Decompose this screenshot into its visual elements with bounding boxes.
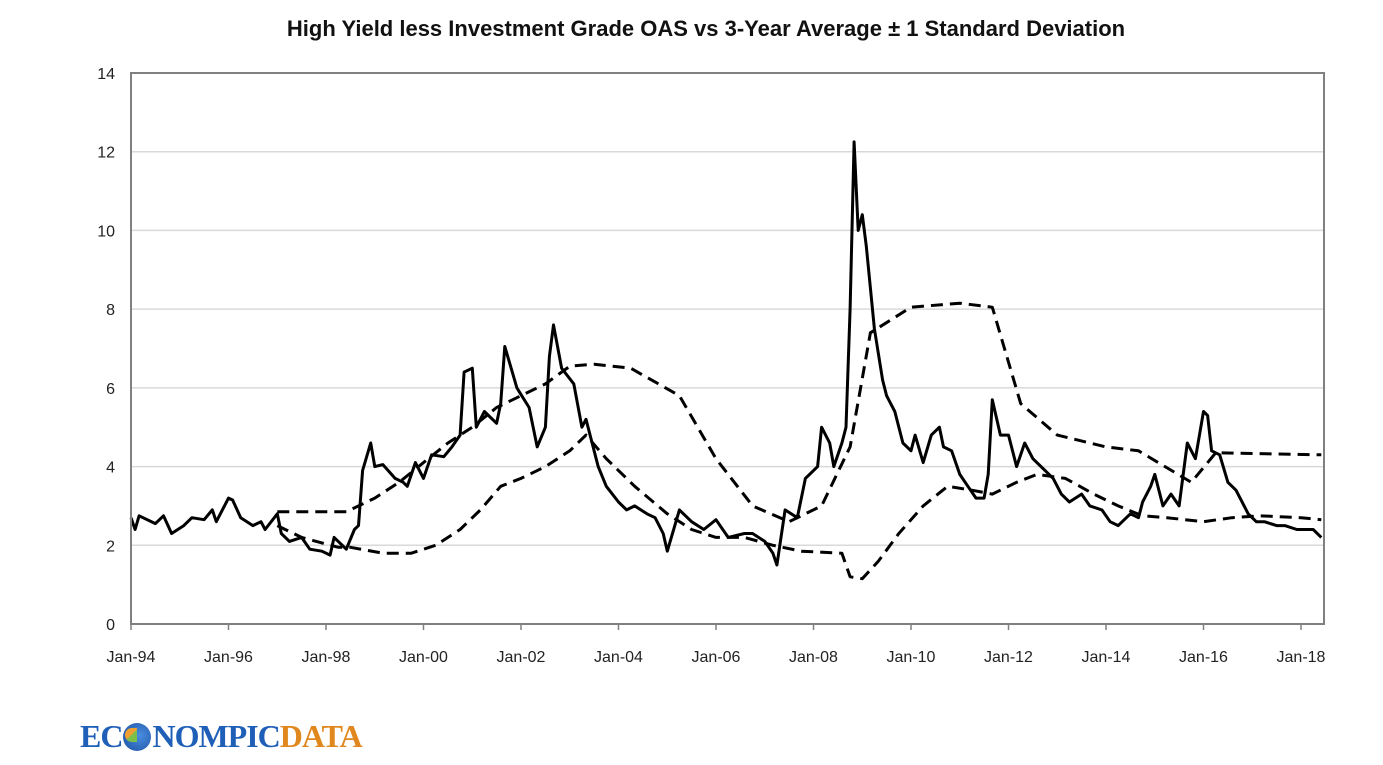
logo-text-nompic: NOMPIC xyxy=(152,718,280,754)
series-lower-band-line xyxy=(276,433,1322,581)
economicdata-logo: EC NOMPIC DATA xyxy=(80,718,363,755)
y-tick-label: 0 xyxy=(106,617,115,634)
y-tick-label: 14 xyxy=(97,66,115,83)
logo-text-ec: EC xyxy=(80,718,123,754)
plot-area-border xyxy=(130,72,1325,625)
series-oas-spread-line xyxy=(129,140,1323,567)
logo-text-data: DATA xyxy=(279,718,363,754)
x-tick-label: Jan-06 xyxy=(692,649,741,666)
x-tick-label: Jan-04 xyxy=(594,649,643,666)
y-tick-label: 8 xyxy=(106,302,115,319)
globe-pie-icon xyxy=(123,722,152,751)
x-tick-label: Jan-08 xyxy=(789,649,838,666)
x-tick-label: Jan-96 xyxy=(204,649,253,666)
x-tick-label: Jan-14 xyxy=(1082,649,1131,666)
x-tick-label: Jan-02 xyxy=(497,649,546,666)
x-tick-label: Jan-12 xyxy=(984,649,1033,666)
x-tick-label: Jan-98 xyxy=(302,649,351,666)
y-tick-label: 2 xyxy=(106,538,115,555)
y-tick-label: 6 xyxy=(106,381,115,398)
x-tick-label: Jan-18 xyxy=(1277,649,1326,666)
y-tick-label: 4 xyxy=(106,460,115,477)
y-tick-label: 12 xyxy=(97,145,115,162)
chart-title: High Yield less Investment Grade OAS vs … xyxy=(286,16,1126,41)
x-tick-label: Jan-10 xyxy=(887,649,936,666)
x-tick-label: Jan-94 xyxy=(107,649,156,666)
x-tick-label: Jan-16 xyxy=(1179,649,1228,666)
x-tick-label: Jan-00 xyxy=(399,649,448,666)
y-tick-label: 10 xyxy=(97,223,115,240)
series-upper-band-line xyxy=(277,301,1322,524)
